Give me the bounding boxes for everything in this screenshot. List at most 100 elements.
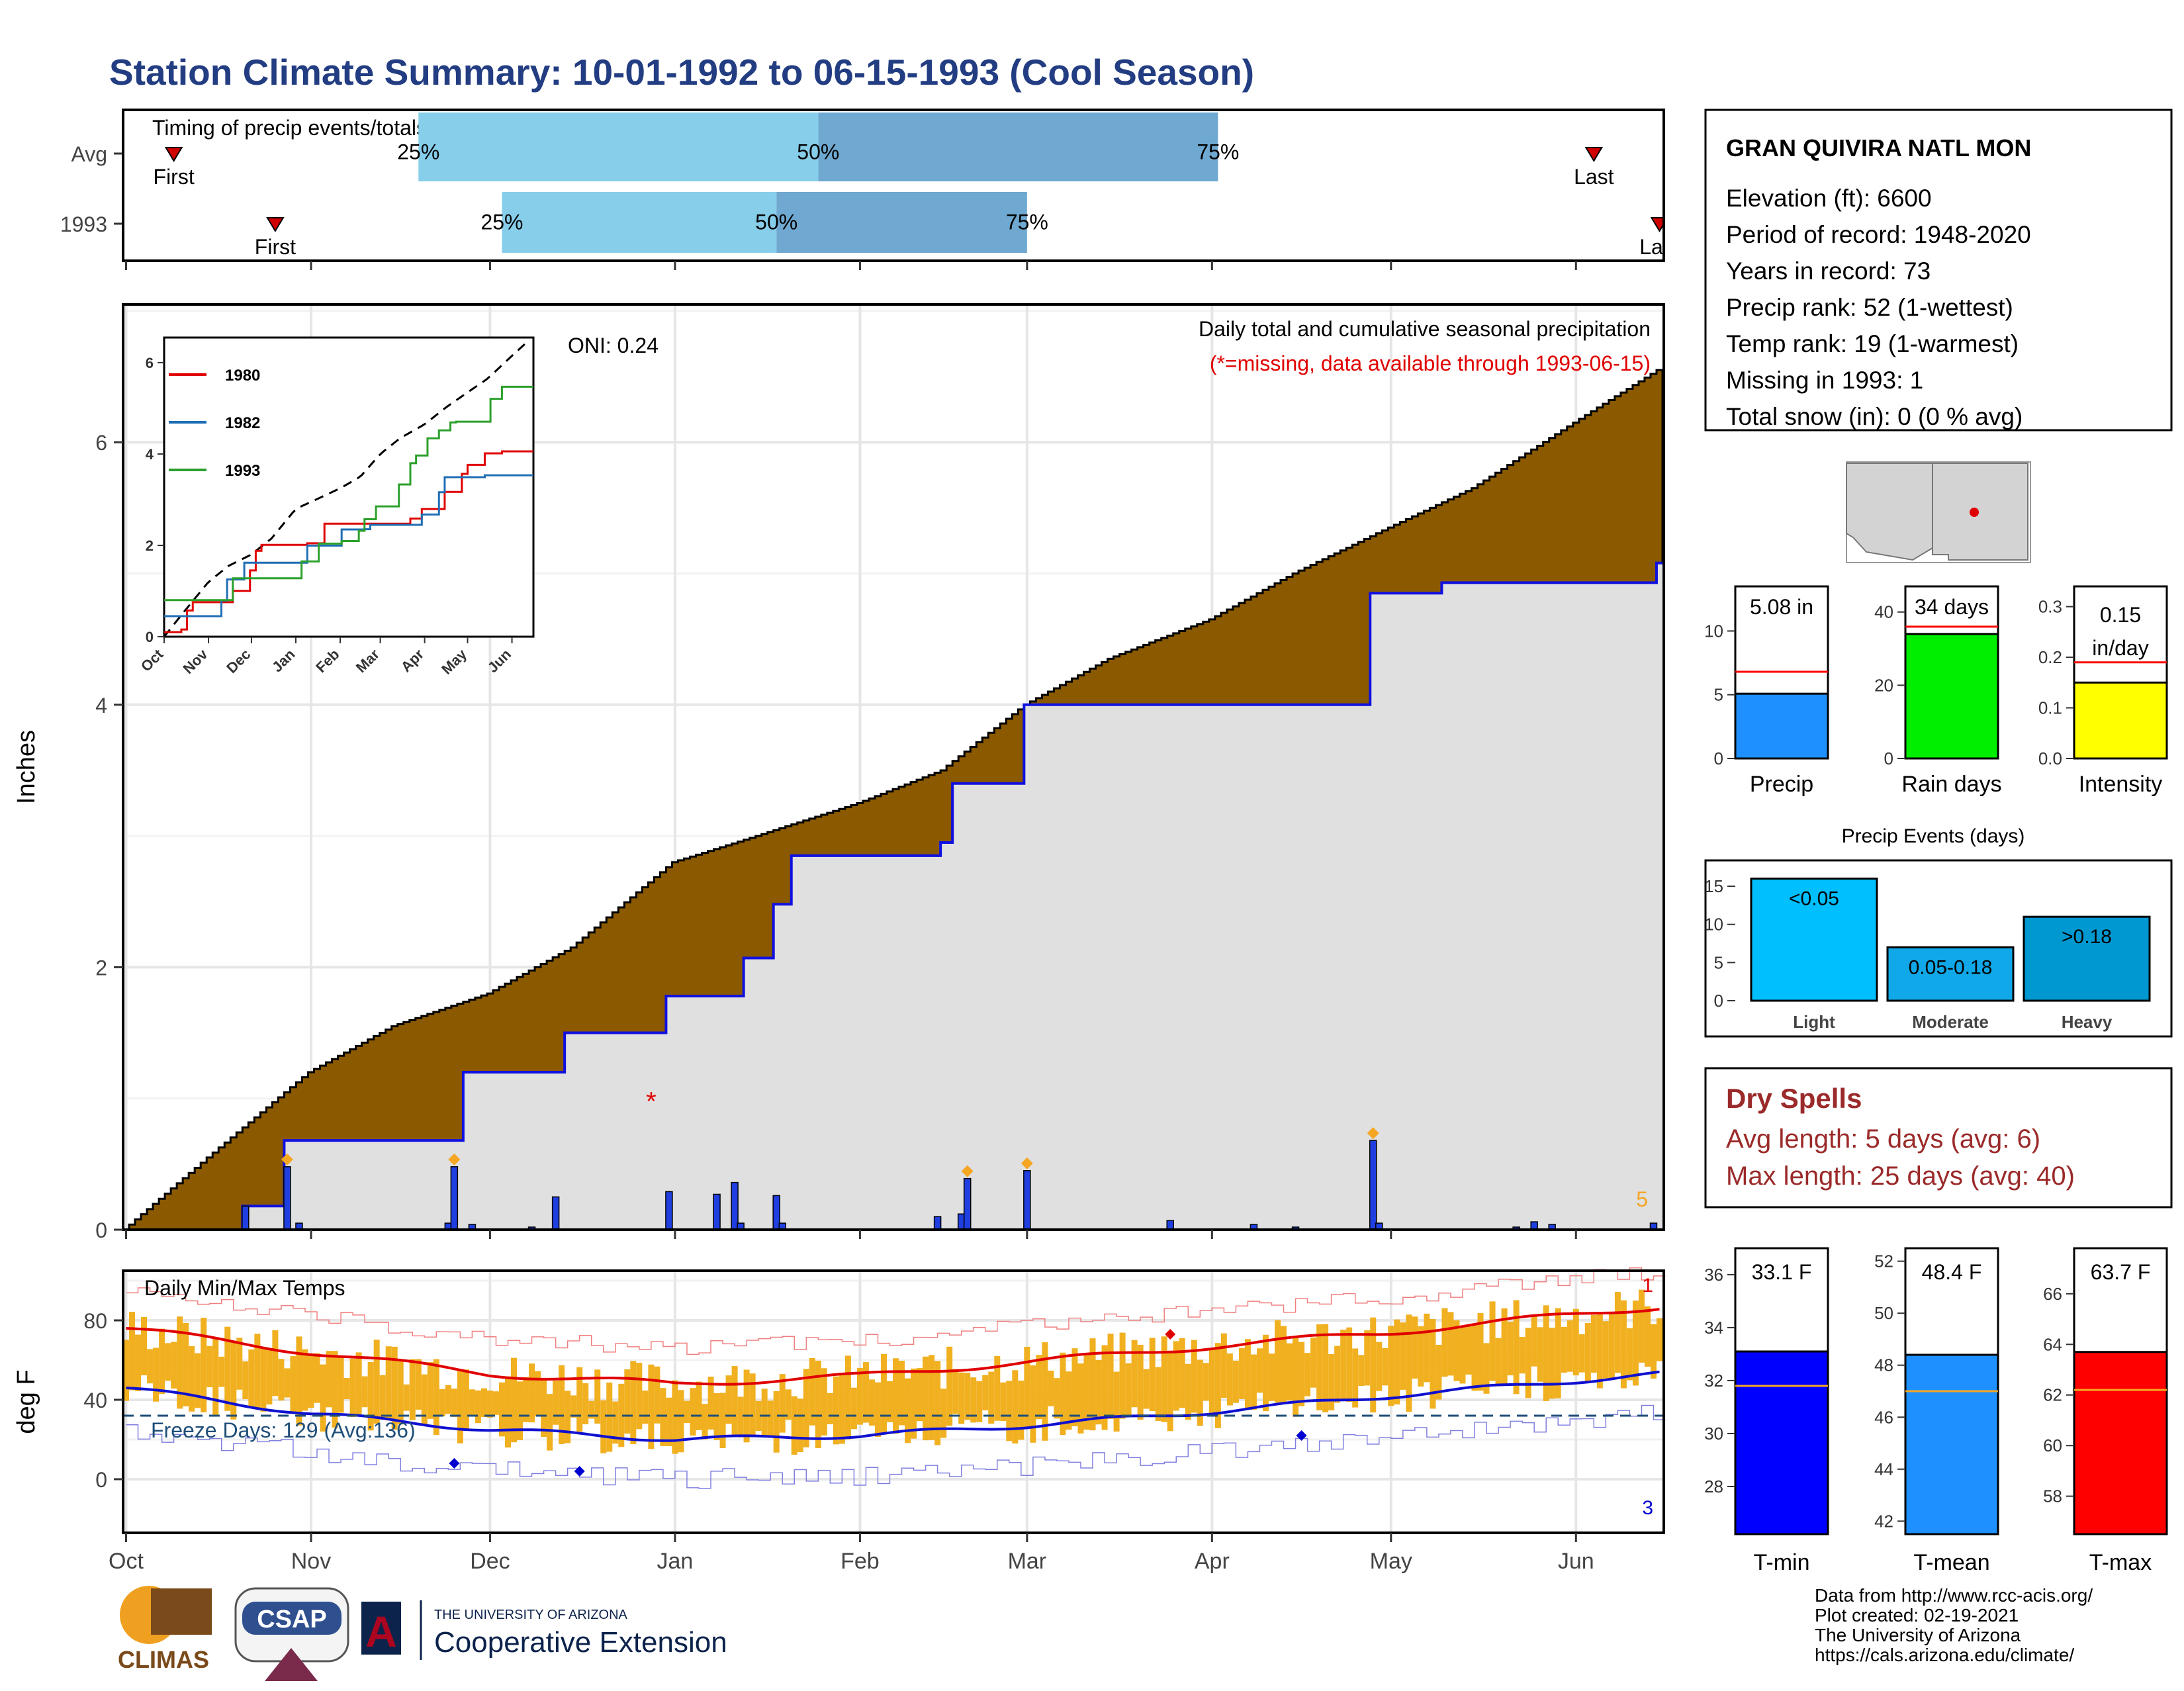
daily-temp-range-bar bbox=[809, 1357, 815, 1426]
timing-row-label: Avg bbox=[71, 142, 107, 166]
observed-cumulative-line bbox=[123, 561, 1662, 1231]
daily-temp-range-bar bbox=[1060, 1352, 1066, 1436]
daily-temp-range-bar bbox=[463, 1369, 469, 1430]
daily-precip-bar bbox=[450, 1166, 459, 1230]
daily-temp-range-bar bbox=[1465, 1324, 1472, 1375]
daily-precip-bar bbox=[283, 1166, 291, 1230]
daily-temp-range-bar bbox=[523, 1377, 529, 1422]
event-count-bar bbox=[1750, 878, 1878, 1002]
daily-temp-range-bar bbox=[391, 1346, 398, 1430]
y-tick-label: 4 bbox=[95, 694, 107, 717]
daily-temp-range-bar bbox=[201, 1318, 207, 1413]
daily-temp-range-bar bbox=[618, 1383, 625, 1447]
indicator-tick-label: 0.2 bbox=[2038, 647, 2062, 667]
precip-panel-frame bbox=[122, 303, 1665, 1231]
indicator-value-label: 5.08 in bbox=[1750, 595, 1813, 619]
daily-temp-range-bar bbox=[1346, 1327, 1353, 1402]
daily-temp-range-bar bbox=[1644, 1306, 1651, 1367]
event-bar-label: 0.05-0.18 bbox=[1909, 956, 1993, 978]
daily-temp-range-bar bbox=[1238, 1348, 1245, 1399]
temp-indicator-tick-label: 48 bbox=[1874, 1355, 1893, 1375]
indicator-label: Rain days bbox=[1901, 772, 2001, 797]
daily-temp-range-bar bbox=[1620, 1300, 1627, 1389]
daily-temp-range-bar bbox=[1507, 1322, 1514, 1376]
event-category-label: Heavy bbox=[2062, 1012, 2113, 1032]
daily-temp-range-bar bbox=[314, 1353, 320, 1403]
daily-temp-range-bar bbox=[535, 1371, 541, 1417]
temp-indicator-tick-label: 58 bbox=[2043, 1486, 2062, 1506]
indicator-tick-label: 40 bbox=[1874, 602, 1893, 622]
daily-temp-range-bar bbox=[1287, 1343, 1293, 1400]
freeze-days-label: Freeze Days: 129 (Avg:136) bbox=[151, 1418, 416, 1442]
temp-panel-frame bbox=[122, 1269, 1665, 1534]
inset-y-tick-label: 0 bbox=[146, 629, 154, 645]
indicator-tick-label: 0.0 bbox=[2038, 749, 2062, 768]
daily-temp-range-bar bbox=[385, 1346, 392, 1421]
last-label: Last bbox=[1574, 165, 1614, 189]
pct-label-75: 75% bbox=[1197, 140, 1239, 163]
daily-temp-range-bar bbox=[559, 1365, 565, 1444]
station-info-line: Period of record: 1948-2020 bbox=[1726, 221, 2031, 248]
daily-temp-range-bar bbox=[135, 1334, 142, 1391]
daily-temp-range-bar bbox=[1107, 1333, 1114, 1419]
daily-temp-range-bar bbox=[553, 1381, 559, 1425]
daily-temp-range-bar bbox=[731, 1366, 738, 1435]
daily-temp-range-bar bbox=[1400, 1322, 1406, 1390]
daily-temp-range-bar bbox=[737, 1396, 744, 1438]
daily-temp-range-bar bbox=[773, 1391, 780, 1453]
daily-temp-range-bar bbox=[1191, 1340, 1197, 1413]
daily-temp-range-bar bbox=[1435, 1344, 1442, 1400]
daily-temp-range-bar bbox=[141, 1316, 148, 1376]
daily-temp-range-bar bbox=[1334, 1346, 1341, 1403]
daily-temp-range-bar bbox=[1459, 1327, 1466, 1384]
avg-min-temp-line bbox=[126, 1370, 1660, 1442]
daily-temp-range-bar bbox=[1495, 1338, 1502, 1387]
daily-temp-range-bar bbox=[946, 1346, 953, 1426]
daily-temp-range-bar bbox=[1119, 1332, 1126, 1419]
daily-temp-range-bar bbox=[326, 1351, 332, 1408]
daily-temp-range-bar bbox=[547, 1394, 553, 1451]
daily-temp-range-bar bbox=[833, 1376, 839, 1445]
temp-title: Daily Min/Max Temps bbox=[144, 1276, 345, 1300]
temp-indicator-value: 33.1 F bbox=[1752, 1260, 1812, 1284]
heavy-event-marker bbox=[1367, 1127, 1379, 1140]
record-low-marker bbox=[449, 1458, 460, 1469]
daily-temp-range-bar bbox=[1328, 1353, 1335, 1411]
daily-temp-range-bar bbox=[1155, 1367, 1161, 1422]
daily-temp-range-bar bbox=[1638, 1289, 1645, 1363]
daily-temp-range-bar bbox=[1268, 1353, 1275, 1401]
temp-indicator-bar bbox=[1904, 1353, 1999, 1535]
daily-temp-range-bar bbox=[1054, 1378, 1060, 1419]
y-tick-label: 0 bbox=[95, 1218, 107, 1242]
events-tick-label: 10 bbox=[1704, 915, 1723, 935]
indicator-tick-label: 0.1 bbox=[2038, 698, 2062, 718]
daily-temp-range-bar bbox=[666, 1397, 672, 1447]
daily-temp-range-bar bbox=[1030, 1365, 1036, 1443]
indicator-tick-label: 0.3 bbox=[2038, 597, 2062, 617]
first-label: First bbox=[255, 235, 296, 259]
daily-temp-range-bar bbox=[725, 1375, 732, 1424]
daily-temp-range-bar bbox=[1036, 1355, 1042, 1420]
temp-indicator-tick-label: 42 bbox=[1874, 1511, 1893, 1531]
temp-indicator-value: 63.7 F bbox=[2091, 1260, 2151, 1284]
indicator-tick-label: 20 bbox=[1874, 675, 1893, 695]
temp-indicator-label: T-min bbox=[1754, 1550, 1810, 1575]
daily-temp-range-bar bbox=[475, 1390, 481, 1424]
daily-temp-range-bar bbox=[415, 1359, 422, 1410]
daily-temp-range-bar bbox=[1340, 1329, 1347, 1401]
temp-indicator-tick-label: 30 bbox=[1704, 1424, 1723, 1443]
daily-temp-range-bar bbox=[1071, 1348, 1078, 1427]
month-tick-label: Oct bbox=[109, 1549, 144, 1574]
daily-temp-range-bar bbox=[1578, 1334, 1585, 1373]
daily-temp-range-bar bbox=[636, 1363, 643, 1430]
station-location-dot bbox=[1970, 508, 1979, 517]
daily-temp-range-bar bbox=[862, 1362, 869, 1423]
daily-temp-range-bar bbox=[1214, 1343, 1221, 1428]
daily-temp-range-bar bbox=[1358, 1355, 1365, 1386]
daily-temp-range-bar bbox=[248, 1349, 255, 1408]
daily-precip-bar bbox=[963, 1177, 972, 1230]
daily-temp-range-bar bbox=[1441, 1308, 1448, 1377]
daily-temp-range-bar bbox=[1430, 1318, 1436, 1409]
daily-temp-range-bar bbox=[1614, 1292, 1621, 1373]
daily-temp-range-bar bbox=[1293, 1336, 1299, 1417]
